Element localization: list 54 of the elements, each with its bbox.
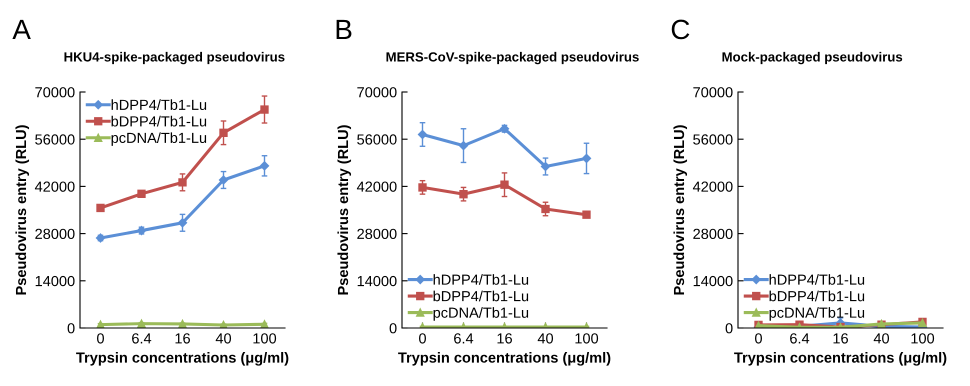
- x-tick-label: 100: [575, 333, 598, 344]
- x-tick-label: 6.4: [132, 333, 152, 344]
- legend-label: hDPP4/Tb1-Lu: [434, 274, 528, 285]
- chart-title: HKU4-spike-packaged pseudovirus: [64, 52, 284, 64]
- y-tick-label: 56000: [693, 134, 733, 145]
- legend-label: pcDNA/Tb1-Lu: [434, 307, 528, 321]
- y-tick-label: 42000: [692, 182, 733, 192]
- legend-label: bDPP4/Tb1-Lu: [434, 290, 528, 302]
- y-tick-label: 42000: [356, 182, 397, 192]
- legend-label: bDPP4/Tb1-Lu: [112, 116, 206, 127]
- y-tick-label: 28000: [357, 228, 397, 240]
- y-tick-label: 42000: [34, 182, 75, 192]
- y-tick-label: 0: [390, 323, 397, 334]
- y-tick-label: 14000: [36, 276, 75, 286]
- x-tick-label: 16: [176, 333, 190, 344]
- legend-label: pcDNA/Tb1-Lu: [770, 307, 864, 321]
- y-tick-label: 14000: [358, 276, 397, 286]
- y-tick-label: 70000: [35, 87, 75, 98]
- x-tick-label: 40: [216, 333, 232, 344]
- x-tick-label: 100: [911, 333, 934, 344]
- y-tick-label: 14000: [694, 276, 733, 286]
- x-tick-label: 0: [97, 333, 104, 344]
- x-tick-label: 100: [253, 333, 276, 344]
- x-tick-label: 0: [755, 333, 762, 344]
- y-tick-label: 28000: [35, 228, 75, 240]
- legend-label: pcDNA/Tb1-Lu: [112, 132, 206, 146]
- text: A: [12, 20, 31, 40]
- y-axis-title: Pseudovirus entry (RLU): [337, 125, 352, 295]
- y-tick-label: 70000: [357, 87, 397, 98]
- legend-label: hDPP4/Tb1-Lu: [770, 274, 864, 285]
- x-axis-title: Trypsin concentrations (μg/ml): [734, 352, 946, 366]
- text: C: [672, 20, 690, 40]
- chart-title: MERS-CoV-spike-packaged pseudovirus: [386, 52, 639, 64]
- y-axis-title: Pseudovirus entry (RLU): [15, 125, 30, 295]
- x-tick-label: 16: [498, 333, 512, 344]
- x-tick-label: 0: [419, 333, 426, 344]
- y-axis-title: Pseudovirus entry (RLU): [673, 125, 688, 295]
- legend-label: hDPP4/Tb1-Lu: [112, 99, 206, 110]
- y-tick-label: 0: [726, 323, 733, 334]
- x-axis-title: Trypsin concentrations (μg/ml): [398, 352, 610, 366]
- y-tick-label: 56000: [35, 134, 75, 145]
- chart-title: Mock-packaged pseudovirus: [722, 52, 902, 64]
- x-tick-label: 6.4: [454, 333, 474, 344]
- legend-label: bDPP4/Tb1-Lu: [770, 290, 864, 302]
- y-tick-label: 0: [68, 323, 75, 334]
- x-tick-label: 40: [874, 333, 890, 344]
- x-tick-label: 16: [834, 333, 848, 344]
- x-tick-label: 6.4: [790, 333, 810, 344]
- x-axis-title: Trypsin concentrations (μg/ml): [76, 352, 288, 366]
- x-tick-label: 40: [538, 333, 554, 344]
- y-tick-label: 70000: [693, 87, 733, 98]
- y-tick-label: 56000: [357, 134, 397, 145]
- y-tick-label: 28000: [693, 228, 733, 240]
- text: B: [336, 20, 352, 40]
